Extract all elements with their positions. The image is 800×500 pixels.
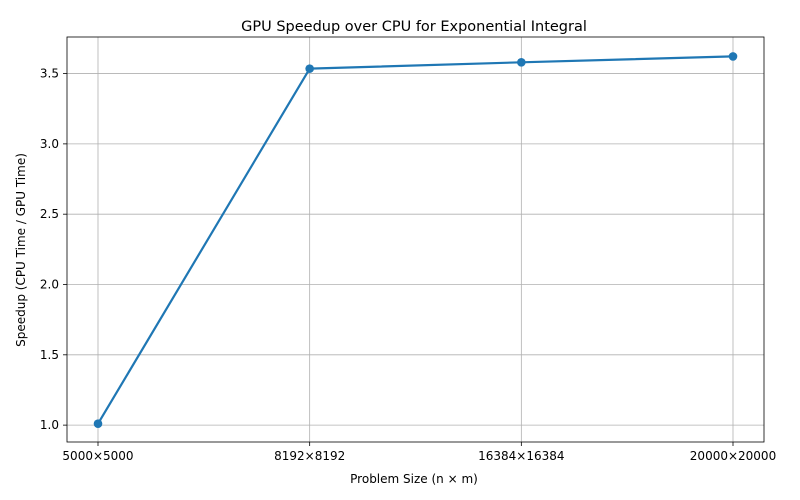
grid bbox=[67, 37, 764, 442]
chart-title: GPU Speedup over CPU for Exponential Int… bbox=[241, 19, 587, 35]
data-point bbox=[93, 419, 103, 429]
y-tick-label: 2.5 bbox=[40, 207, 59, 221]
y-tick-label: 3.0 bbox=[40, 137, 59, 151]
x-tick-label: 16384×16384 bbox=[478, 449, 564, 463]
x-tick-label: 20000×20000 bbox=[690, 449, 776, 463]
x-ticks: 5000×5000 8192×8192 16384×16384 20000×20000 bbox=[62, 442, 776, 463]
x-tick-label: 8192×8192 bbox=[274, 449, 345, 463]
data-point bbox=[305, 64, 314, 73]
x-tick-label: 5000×5000 bbox=[62, 449, 133, 463]
y-tick-label: 3.5 bbox=[40, 67, 59, 81]
y-tick-label: 2.0 bbox=[40, 278, 59, 292]
series bbox=[93, 52, 738, 429]
axes-frame bbox=[66, 36, 765, 443]
y-tick-label: 1.0 bbox=[40, 418, 59, 432]
data-point bbox=[517, 58, 526, 67]
series-line bbox=[97, 55, 734, 425]
y-tick-label: 1.5 bbox=[40, 348, 59, 362]
data-point bbox=[728, 52, 738, 61]
y-ticks: 1.0 1.5 2.0 2.5 3.0 3.5 bbox=[40, 67, 67, 432]
plot-frame bbox=[66, 36, 765, 443]
y-axis-label: Speedup (CPU Time / GPU Time) bbox=[14, 153, 28, 347]
x-axis-label: Problem Size (n × m) bbox=[350, 472, 478, 486]
